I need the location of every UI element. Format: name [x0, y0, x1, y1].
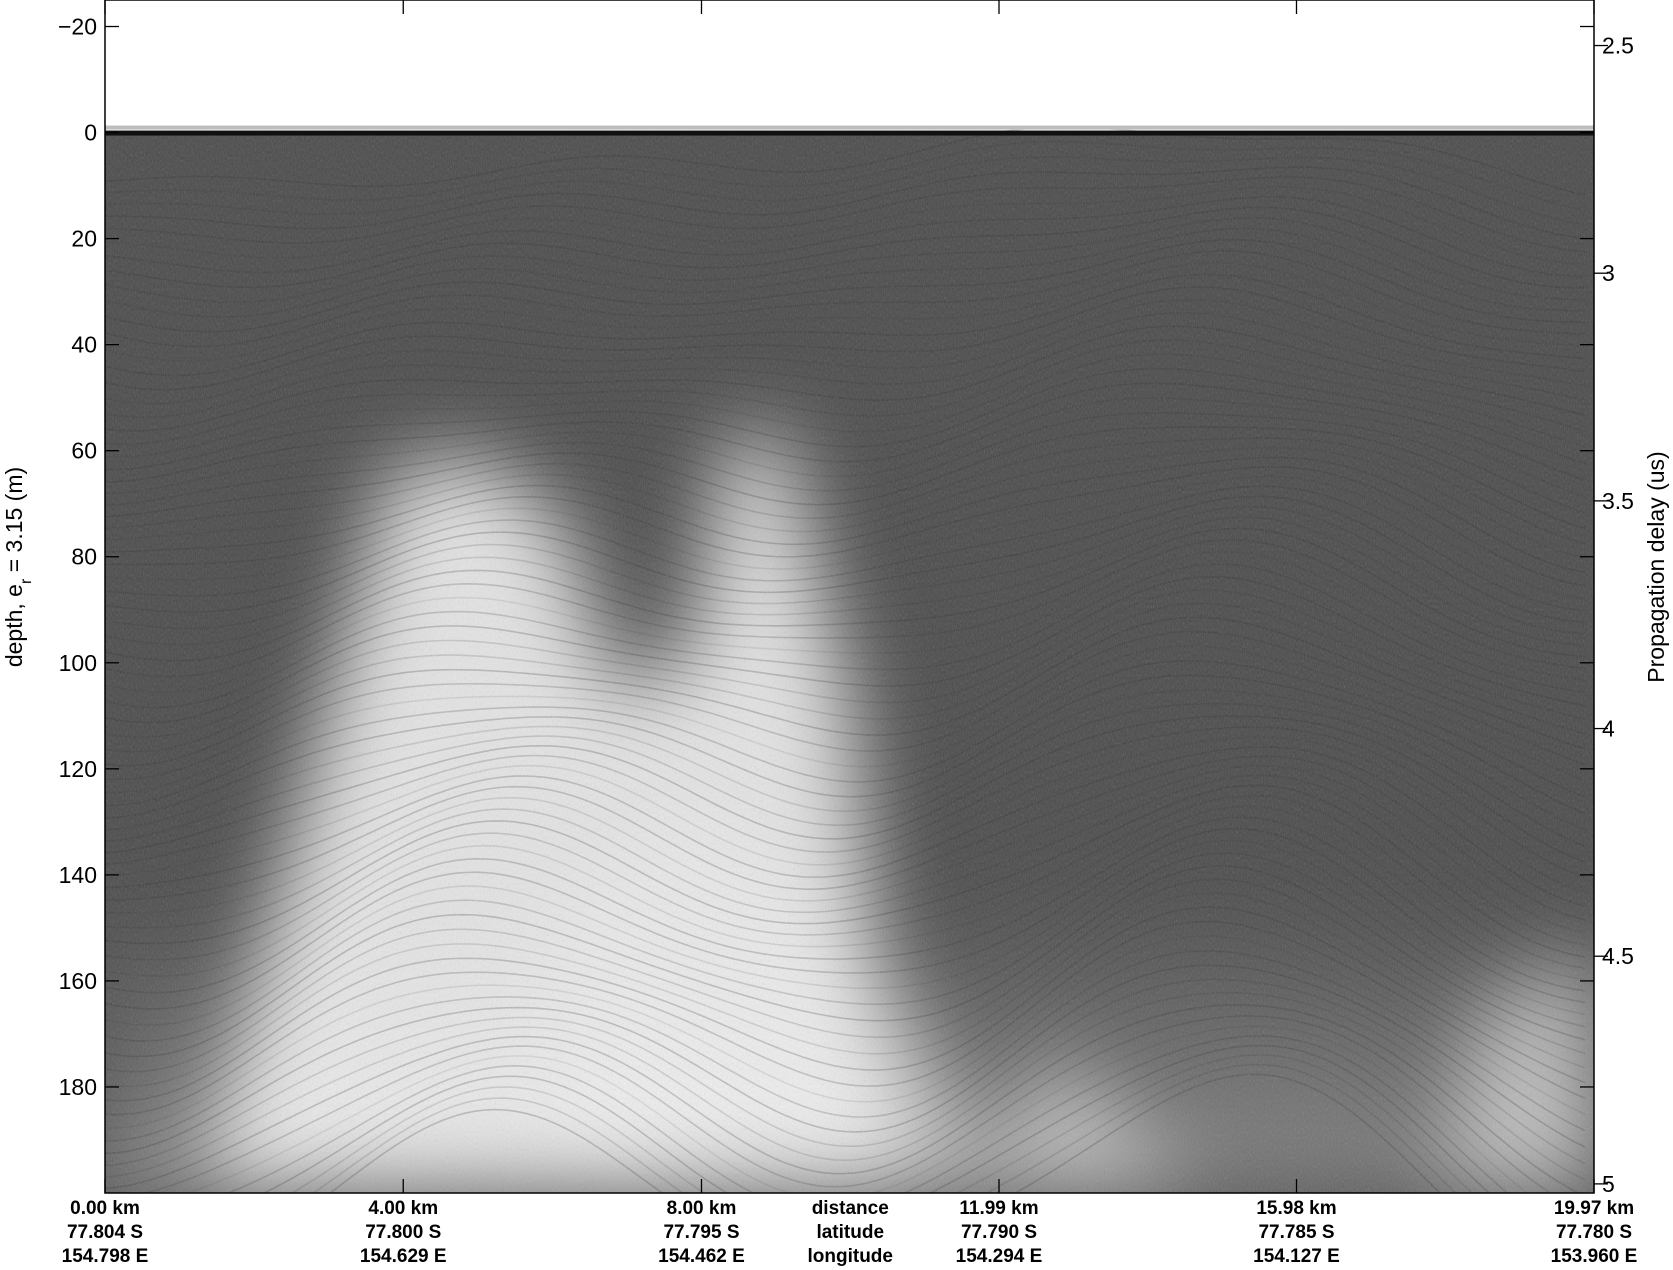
- left-axis-title: depth, er = 3.15 (m): [1, 467, 35, 667]
- bottom-tick-label-distance: 15.98 km: [1256, 1198, 1336, 1219]
- bottom-row-name-distance: distance: [812, 1198, 889, 1219]
- bottom-tick-label-latitude: 77.800 S: [365, 1222, 441, 1243]
- bottom-tick-label-distance: 11.99 km: [959, 1198, 1038, 1219]
- bottom-tick-label-distance: 0.00 km: [70, 1198, 140, 1219]
- surface-reflection: [105, 130, 1594, 136]
- right-tick-label: 2.5: [1602, 33, 1634, 59]
- left-tick-label: 40: [71, 332, 97, 358]
- bottom-tick-label-longitude: 154.798 E: [62, 1246, 149, 1267]
- left-tick-label: 140: [59, 862, 97, 888]
- left-tick-label: 100: [59, 650, 97, 676]
- left-tick-label: 160: [59, 968, 97, 994]
- left-tick-label: 120: [59, 756, 97, 782]
- right-tick-label: 4.5: [1602, 943, 1634, 969]
- bottom-tick-label-latitude: 77.790 S: [961, 1222, 1037, 1243]
- bottom-tick-label-distance: 19.97 km: [1554, 1198, 1634, 1219]
- left-tick-label: 80: [71, 544, 97, 570]
- bottom-tick-label-latitude: 77.795 S: [663, 1222, 739, 1243]
- surface-halo: [105, 125, 1594, 130]
- left-axis: −20 0 20 40 60 80 100 120 140 160 180: [58, 14, 1594, 1100]
- plot-area: [105, 0, 1594, 1193]
- right-tick-label: 5: [1602, 1171, 1615, 1197]
- bottom-row-name-latitude: latitude: [816, 1222, 884, 1243]
- right-tick-label: 3: [1602, 260, 1615, 286]
- bottom-tick-label-latitude: 77.780 S: [1556, 1222, 1632, 1243]
- bottom-tick-label-latitude: 77.785 S: [1258, 1222, 1334, 1243]
- left-tick-label: 0: [84, 120, 97, 146]
- left-tick-label: 60: [71, 438, 97, 464]
- bottom-tick-label-latitude: 77.804 S: [67, 1222, 143, 1243]
- speckle-noise: [105, 132, 1594, 1193]
- bottom-tick-label-longitude: 154.629 E: [360, 1246, 447, 1267]
- left-tick-label: 20: [71, 226, 97, 252]
- bottom-tick-label-longitude: 154.462 E: [658, 1246, 745, 1267]
- plot-frame: [104, 0, 1595, 1194]
- bottom-tick-label-distance: 8.00 km: [667, 1198, 737, 1219]
- bottom-tick-label-distance: 4.00 km: [368, 1198, 438, 1219]
- bottom-tick-label-longitude: 153.960 E: [1551, 1246, 1638, 1267]
- bottom-tick-label-longitude: 154.294 E: [956, 1246, 1043, 1267]
- right-tick-label: 3.5: [1602, 488, 1634, 514]
- right-tick-label: 4: [1602, 716, 1615, 742]
- bottom-axis: 0.00 km 77.804 S 154.798 E 4.00 km 77.800 S 1…: [62, 0, 1638, 1267]
- left-tick-label: 180: [59, 1074, 97, 1100]
- air-region: [105, 0, 1594, 133]
- bottom-row-name-longitude: longitude: [808, 1246, 893, 1267]
- left-tick-label: −20: [58, 14, 97, 40]
- bottom-tick-label-longitude: 154.127 E: [1253, 1246, 1340, 1267]
- right-axis-title: Propagation delay (us): [1643, 451, 1669, 682]
- right-axis: 2.5 3 3.5 4 4.5 5: [1594, 33, 1634, 1197]
